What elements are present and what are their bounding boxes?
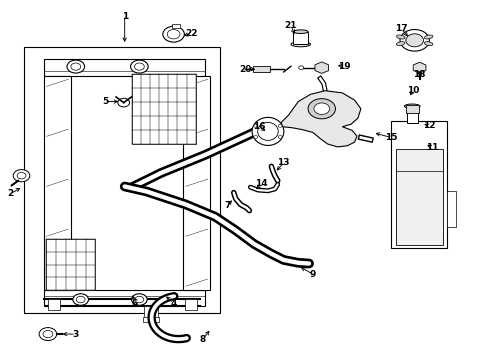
Text: 17: 17 — [394, 23, 407, 32]
Circle shape — [67, 60, 84, 73]
Ellipse shape — [252, 117, 283, 145]
Circle shape — [399, 30, 428, 51]
Circle shape — [278, 135, 282, 138]
Text: 19: 19 — [338, 62, 350, 71]
Circle shape — [130, 60, 148, 73]
Ellipse shape — [404, 104, 419, 108]
Circle shape — [135, 296, 143, 303]
Polygon shape — [281, 91, 360, 147]
Circle shape — [163, 26, 184, 42]
Polygon shape — [314, 62, 328, 73]
Ellipse shape — [290, 42, 310, 47]
Bar — [405, 105, 418, 113]
Text: 18: 18 — [412, 71, 425, 79]
Bar — [183, 76, 210, 290]
Circle shape — [17, 172, 26, 179]
Circle shape — [167, 30, 180, 39]
Ellipse shape — [293, 30, 307, 33]
Text: 8: 8 — [200, 335, 205, 343]
Text: 13: 13 — [277, 158, 289, 167]
Text: 12: 12 — [422, 122, 435, 130]
Circle shape — [76, 296, 85, 303]
Bar — [46, 239, 95, 290]
Circle shape — [307, 99, 335, 119]
Circle shape — [298, 66, 303, 69]
Circle shape — [118, 98, 129, 107]
Bar — [293, 32, 307, 44]
Circle shape — [73, 294, 88, 305]
Text: 22: 22 — [185, 29, 198, 37]
Text: 5: 5 — [102, 97, 108, 106]
Text: 1: 1 — [122, 12, 127, 21]
Circle shape — [405, 34, 423, 47]
Ellipse shape — [396, 42, 404, 46]
Bar — [406, 106, 417, 123]
Bar — [44, 76, 71, 290]
Text: 9: 9 — [309, 270, 316, 279]
Bar — [132, 74, 195, 144]
Text: 7: 7 — [224, 202, 230, 210]
Bar — [144, 306, 158, 318]
Circle shape — [313, 103, 329, 114]
Text: 3: 3 — [73, 330, 79, 338]
Circle shape — [13, 170, 30, 182]
Bar — [44, 290, 205, 306]
Polygon shape — [412, 62, 425, 73]
Text: 10: 10 — [406, 86, 419, 95]
Circle shape — [253, 125, 257, 127]
Text: 14: 14 — [255, 179, 267, 188]
Bar — [142, 317, 159, 322]
Bar — [447, 191, 455, 227]
Circle shape — [253, 135, 257, 138]
Ellipse shape — [424, 35, 432, 39]
Bar — [253, 66, 270, 72]
Ellipse shape — [396, 35, 404, 39]
Text: 6: 6 — [131, 299, 137, 307]
Bar — [44, 59, 205, 76]
Text: 21: 21 — [284, 21, 297, 30]
Text: 15: 15 — [384, 133, 397, 142]
Circle shape — [278, 125, 282, 127]
Text: 16: 16 — [252, 122, 265, 131]
Circle shape — [43, 330, 53, 338]
Text: 4: 4 — [170, 299, 177, 307]
Text: 2: 2 — [8, 189, 14, 198]
Bar — [395, 149, 442, 245]
Text: 20: 20 — [239, 65, 251, 74]
Bar — [184, 299, 196, 310]
Circle shape — [134, 63, 144, 70]
Bar — [48, 299, 60, 310]
Ellipse shape — [424, 42, 432, 46]
Text: 11: 11 — [426, 143, 438, 152]
Circle shape — [39, 328, 57, 341]
Circle shape — [71, 63, 81, 70]
Bar — [171, 24, 180, 28]
Bar — [390, 121, 447, 248]
Bar — [24, 47, 220, 313]
Ellipse shape — [257, 122, 278, 140]
Circle shape — [131, 294, 147, 305]
